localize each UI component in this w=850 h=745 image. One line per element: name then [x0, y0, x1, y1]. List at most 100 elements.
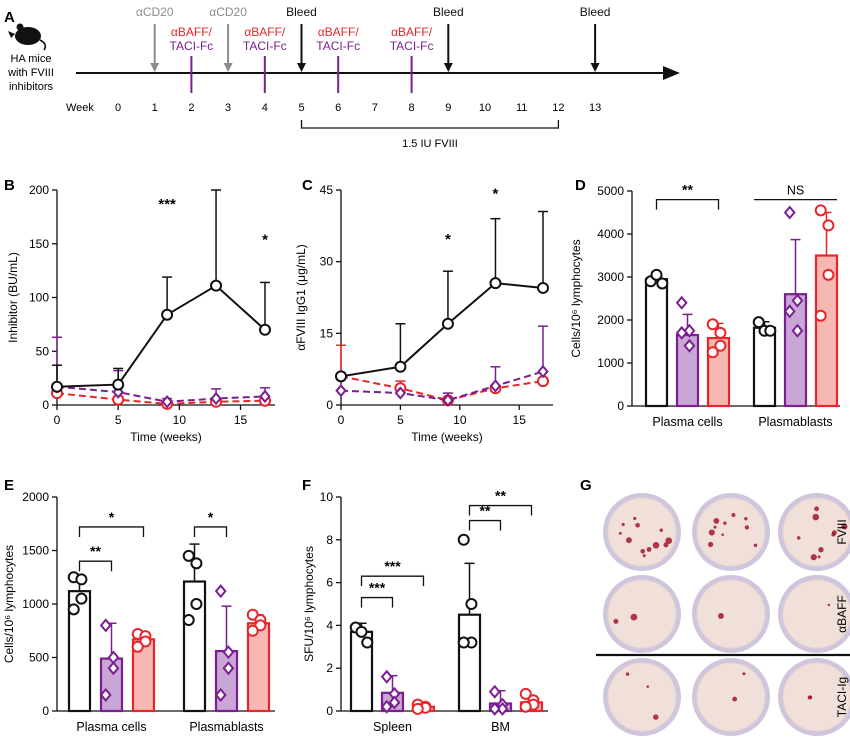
diamond-marker — [489, 379, 502, 393]
y-tick-label: 15 — [320, 326, 334, 340]
week-tick-label: 3 — [225, 102, 231, 114]
week-tick-label: 8 — [409, 102, 415, 114]
event-label: Bleed — [286, 5, 317, 19]
spot — [742, 672, 746, 676]
spot — [625, 672, 630, 676]
x-tick-label: 0 — [54, 413, 61, 427]
group-label: Plasmablasts — [189, 720, 263, 734]
plate-well — [782, 579, 850, 649]
y-tick-label: 1500 — [22, 544, 49, 558]
fviii-bracket: 1.5 IU FVIII — [300, 120, 560, 150]
y-axis-label: Cells/10⁶ lymphocytes — [569, 239, 583, 357]
spot — [708, 529, 715, 536]
diamond-marker — [791, 293, 804, 308]
y-tick-label: 6 — [326, 576, 333, 590]
spot — [807, 695, 812, 700]
y-tick-label: 150 — [29, 237, 49, 251]
circle-marker — [355, 625, 368, 638]
spot — [613, 618, 619, 624]
group-label: Plasmablasts — [758, 415, 832, 429]
event-label: Bleed — [580, 5, 611, 19]
x-tick-label: 15 — [234, 413, 248, 427]
spot — [731, 513, 736, 517]
circle-marker — [714, 339, 727, 352]
spot — [653, 714, 659, 720]
spot — [665, 537, 673, 545]
circle-marker — [822, 219, 835, 232]
y-tick-label: 2000 — [22, 490, 49, 504]
plate-well — [607, 579, 677, 649]
group-label: BM — [491, 720, 510, 734]
circle-marker — [656, 277, 669, 290]
spot — [732, 696, 738, 702]
timeline-arrowhead — [663, 66, 680, 80]
y-tick-label: 0 — [42, 704, 49, 718]
x-axis-label: Time (weeks) — [411, 430, 483, 444]
diamond-marker — [222, 645, 235, 660]
significance-bracket — [78, 560, 113, 572]
y-axis-label: αFVIII IgG1 (μg/mL) — [294, 244, 308, 351]
series-line — [56, 284, 266, 388]
plate-row-label: TACI-Ig — [835, 677, 849, 717]
mouse-label-line-1: HA mice — [11, 53, 52, 65]
spot — [817, 555, 821, 559]
significance-label: *** — [384, 558, 401, 574]
spot — [635, 522, 640, 528]
bar — [644, 278, 669, 408]
group-label: Spleen — [373, 720, 412, 734]
circle-marker — [67, 603, 80, 616]
circle-marker — [706, 318, 719, 331]
plate-row-label: FVIII — [835, 519, 849, 544]
y-axis-label: Inhibitor (BU/mL) — [6, 252, 20, 343]
y-tick-label: 4000 — [597, 227, 624, 241]
bar — [457, 613, 482, 713]
significance-bracket — [78, 526, 145, 537]
spot — [723, 521, 727, 525]
treatment-label-line-1: αBAFF/ — [171, 25, 213, 39]
treatment-label-line-2: TACI-Fc — [316, 39, 360, 53]
bar — [214, 649, 239, 713]
week-label: Week — [66, 102, 94, 114]
series-line — [56, 385, 266, 403]
y-tick-label: 0 — [42, 398, 49, 412]
significance-label: ** — [495, 488, 506, 504]
circle-marker — [814, 309, 827, 322]
y-tick-label: 3000 — [597, 270, 624, 284]
circle-marker — [714, 326, 727, 339]
significance-label: ** — [480, 503, 491, 519]
spot — [753, 543, 758, 548]
circle-marker — [361, 636, 374, 649]
circle-marker — [752, 316, 765, 329]
circle-marker — [75, 573, 88, 586]
y-tick-label: 5000 — [597, 184, 624, 198]
week-tick-label: 10 — [479, 102, 491, 114]
group-label: Plasma cells — [652, 415, 722, 429]
circle-marker — [75, 592, 88, 605]
diamond-marker — [214, 584, 227, 599]
significance-label: * — [262, 231, 268, 248]
spot — [630, 613, 638, 621]
y-tick-label: 1000 — [22, 597, 49, 611]
y-tick-label: 1000 — [597, 356, 624, 370]
mouse-icon — [8, 23, 47, 51]
x-tick-label: 5 — [397, 413, 404, 427]
diamond-marker — [442, 393, 454, 407]
series-line — [340, 375, 544, 402]
circle-marker — [441, 317, 454, 330]
bracket-label: 1.5 IU FVIII — [402, 138, 458, 150]
spot — [818, 547, 824, 553]
treatment-label-line-1: αBAFF/ — [391, 25, 433, 39]
plate-well — [782, 662, 850, 732]
y-tick-label: 200 — [29, 183, 49, 197]
circle-marker — [112, 378, 125, 391]
series-line — [340, 370, 544, 402]
circle-marker — [259, 323, 271, 336]
spot — [633, 516, 637, 521]
circle-marker — [822, 268, 835, 281]
x-tick-label: 10 — [173, 413, 187, 427]
diamond-marker — [259, 389, 271, 404]
week-tick-label: 12 — [552, 102, 564, 114]
circle-marker — [182, 549, 195, 562]
